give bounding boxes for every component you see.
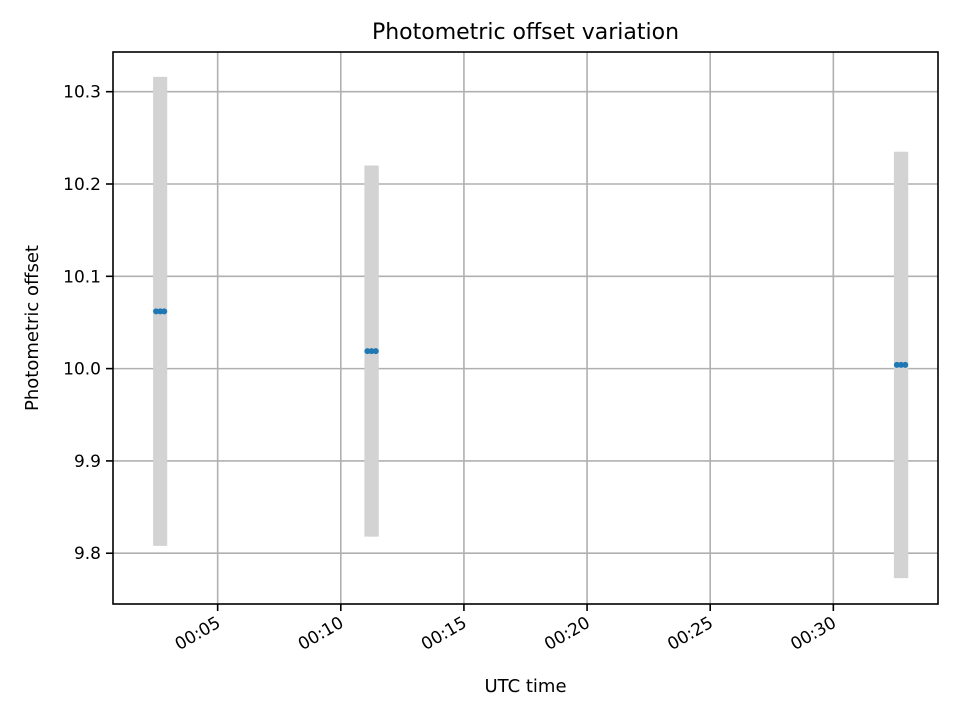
data-point bbox=[153, 308, 160, 315]
x-tick-label: 00:20 bbox=[541, 613, 593, 655]
data-point bbox=[898, 361, 905, 368]
error-bars bbox=[153, 76, 909, 579]
x-tick-label: 00:25 bbox=[664, 613, 716, 655]
y-tick-label: 10.2 bbox=[63, 175, 101, 195]
x-axis-label: UTC time bbox=[484, 676, 566, 697]
plot-frame bbox=[112, 51, 939, 605]
grid-lines bbox=[113, 52, 938, 604]
y-tick-label: 10.1 bbox=[63, 267, 101, 287]
x-tick-label: 00:15 bbox=[418, 613, 470, 655]
data-point bbox=[893, 361, 900, 368]
x-tick-label: 00:05 bbox=[172, 613, 224, 655]
data-point bbox=[902, 361, 909, 368]
y-tick-label: 10.0 bbox=[63, 360, 101, 380]
data-point bbox=[368, 348, 375, 355]
data-point bbox=[372, 348, 379, 355]
y-tick-label: 9.9 bbox=[74, 452, 101, 472]
x-tick-label: 00:10 bbox=[295, 613, 347, 655]
data-points bbox=[153, 308, 909, 368]
chart-title: Photometric offset variation bbox=[372, 20, 679, 45]
data-point bbox=[364, 348, 371, 355]
data-point bbox=[161, 308, 168, 315]
x-tick-label: 00:30 bbox=[787, 613, 839, 655]
y-axis-label: Photometric offset bbox=[22, 245, 43, 411]
y-tick-label: 9.8 bbox=[74, 544, 101, 564]
y-tick-label: 10.3 bbox=[63, 83, 101, 103]
